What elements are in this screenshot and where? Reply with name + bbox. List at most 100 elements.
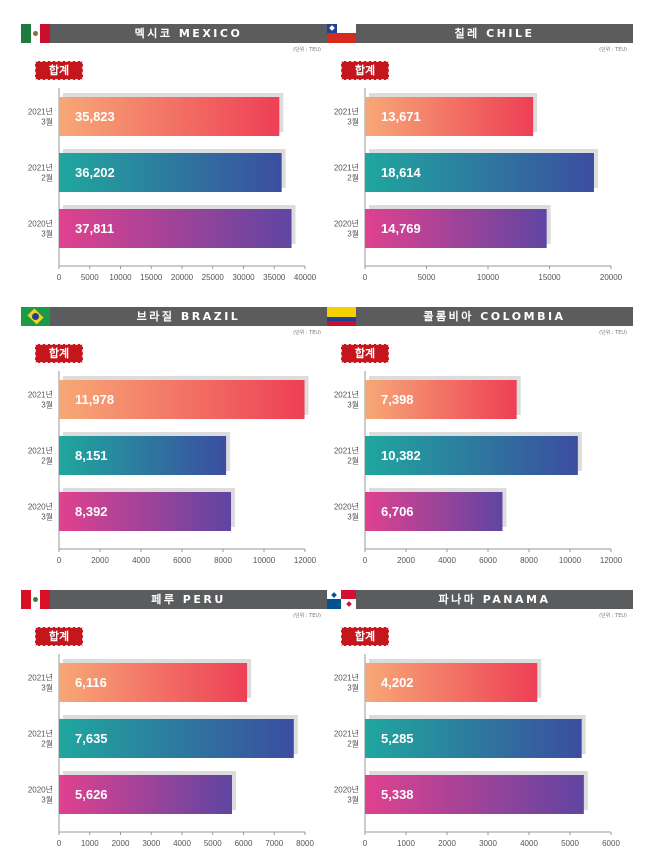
x-tick-label: 6000 [235, 839, 253, 848]
x-tick-label: 15000 [538, 273, 561, 282]
panel-peru: 페루 PERU (단위 : TEU) 합계 0 1000 2000 3000 4000 5… [21, 590, 327, 860]
category-label-month: 3월 [41, 512, 53, 522]
bar-chart: 0 1000 2000 3000 4000 5000 60004,2022021년3월5,2… [327, 642, 633, 857]
bar-value-label: 13,671 [381, 109, 421, 124]
category-label-month: 2월 [41, 456, 53, 466]
panel-header: 콜롬비아 COLOMBIA [327, 307, 633, 326]
x-tick-label: 10000 [477, 273, 500, 282]
category-label-year: 2020년 [28, 785, 53, 795]
bar-value-label: 4,202 [381, 675, 414, 690]
bar-value-label: 8,151 [75, 448, 108, 463]
category-label-year: 2021년 [28, 446, 53, 456]
x-tick-label: 0 [363, 839, 368, 848]
category-label-month: 3월 [347, 683, 359, 693]
panel-header: 파나마 PANAMA [327, 590, 633, 609]
x-tick-label: 4000 [438, 556, 456, 565]
category-label-month: 2월 [41, 739, 53, 749]
category-label-year: 2021년 [28, 107, 53, 117]
panel-title: 칠레 CHILE [356, 24, 633, 43]
category-label-year: 2021년 [334, 107, 359, 117]
category-label-year: 2021년 [28, 390, 53, 400]
x-tick-label: 2000 [112, 839, 130, 848]
x-tick-label: 0 [57, 273, 62, 282]
x-tick-label: 20000 [171, 273, 194, 282]
panel-header: 페루 PERU [21, 590, 327, 609]
bar-value-label: 10,382 [381, 448, 421, 463]
x-tick-label: 8000 [214, 556, 232, 565]
unit-label: (단위 : TEU) [293, 46, 321, 53]
panel-colombia: 콜롬비아 COLOMBIA (단위 : TEU) 합계 0 2000 4000 600… [327, 307, 633, 577]
panel-mexico: 멕시코 MEXICO (단위 : TEU) 합계 0 5000 10000 15000… [21, 24, 327, 294]
bar-value-label: 36,202 [75, 165, 115, 180]
x-tick-label: 1000 [397, 839, 415, 848]
panel-title: 멕시코 MEXICO [50, 24, 327, 43]
bar-chart: 0 1000 2000 3000 4000 5000 6000 7000 8000 6,116 20… [21, 642, 327, 857]
panel-header: 브라질 BRAZIL [21, 307, 327, 326]
brazil-flag-icon [21, 307, 50, 326]
x-tick-label: 1000 [81, 839, 99, 848]
x-tick-label: 4000 [520, 839, 538, 848]
peru-flag-icon [21, 590, 50, 609]
category-label-year: 2020년 [334, 219, 359, 229]
category-label-month: 3월 [347, 229, 359, 239]
x-tick-label: 3000 [479, 839, 497, 848]
panel-header: 멕시코 MEXICO [21, 24, 327, 43]
category-label-year: 2021년 [334, 729, 359, 739]
category-label-year: 2020년 [28, 219, 53, 229]
category-label-month: 2월 [347, 739, 359, 749]
x-tick-label: 2000 [91, 556, 109, 565]
panama-flag-icon [327, 590, 356, 609]
category-label-year: 2021년 [28, 729, 53, 739]
x-tick-label: 15000 [140, 273, 163, 282]
bar-value-label: 18,614 [381, 165, 422, 180]
mexico-flag-icon [21, 24, 50, 43]
category-label-year: 2021년 [334, 390, 359, 400]
x-tick-label: 40000 [294, 273, 317, 282]
x-tick-label: 12000 [600, 556, 623, 565]
category-label-month: 3월 [347, 795, 359, 805]
category-label-year: 2020년 [28, 502, 53, 512]
x-tick-label: 4000 [173, 839, 191, 848]
colombia-flag-icon [327, 307, 356, 326]
x-tick-label: 6000 [479, 556, 497, 565]
x-tick-label: 4000 [132, 556, 150, 565]
bar-chart: 0 5000 10000 15000 20000 13,671 2021년 3월 18,614 2… [327, 76, 633, 291]
x-tick-label: 6000 [602, 839, 620, 848]
unit-label: (단위 : TEU) [599, 612, 627, 619]
x-tick-label: 0 [363, 273, 368, 282]
x-tick-label: 12000 [294, 556, 317, 565]
x-tick-label: 30000 [232, 273, 255, 282]
category-label-month: 2월 [41, 173, 53, 183]
category-label-year: 2020년 [334, 785, 359, 795]
category-label-year: 2021년 [28, 673, 53, 683]
x-tick-label: 10000 [253, 556, 276, 565]
panel-brazil: 브라질 BRAZIL (단위 : TEU) 합계 0 2000 4000 6000 80… [21, 307, 327, 577]
x-tick-label: 0 [57, 839, 62, 848]
category-label-month: 3월 [347, 512, 359, 522]
x-tick-label: 6000 [173, 556, 191, 565]
panel-title: 페루 PERU [50, 590, 327, 609]
bar-value-label: 6,116 [75, 675, 107, 690]
bar-chart: 0 2000 4000 6000 8000 10000 1200011,9782021년3월… [21, 359, 327, 574]
x-tick-label: 8000 [296, 839, 314, 848]
panel-chile: 칠레 CHILE (단위 : TEU) 합계 0 5000 10000 15000 20… [327, 24, 633, 294]
bar-value-label: 6,706 [381, 504, 414, 519]
x-tick-label: 25000 [202, 273, 225, 282]
bar-chart: 0 5000 10000 15000 20000 25000 30000 35000 40000… [21, 76, 327, 291]
category-label-month: 3월 [41, 400, 53, 410]
category-label-year: 2021년 [334, 163, 359, 173]
bar-value-label: 7,398 [381, 392, 414, 407]
x-tick-label: 20000 [600, 273, 623, 282]
x-tick-label: 5000 [204, 839, 222, 848]
bar-value-label: 14,769 [381, 221, 421, 236]
x-tick-label: 5000 [418, 273, 436, 282]
unit-label: (단위 : TEU) [293, 329, 321, 336]
x-tick-label: 3000 [142, 839, 160, 848]
x-tick-label: 10000 [559, 556, 582, 565]
x-tick-label: 35000 [263, 273, 286, 282]
category-label-year: 2021년 [28, 163, 53, 173]
x-tick-label: 5000 [81, 273, 99, 282]
panel-title: 브라질 BRAZIL [50, 307, 327, 326]
category-label-month: 2월 [347, 456, 359, 466]
x-tick-label: 5000 [561, 839, 579, 848]
